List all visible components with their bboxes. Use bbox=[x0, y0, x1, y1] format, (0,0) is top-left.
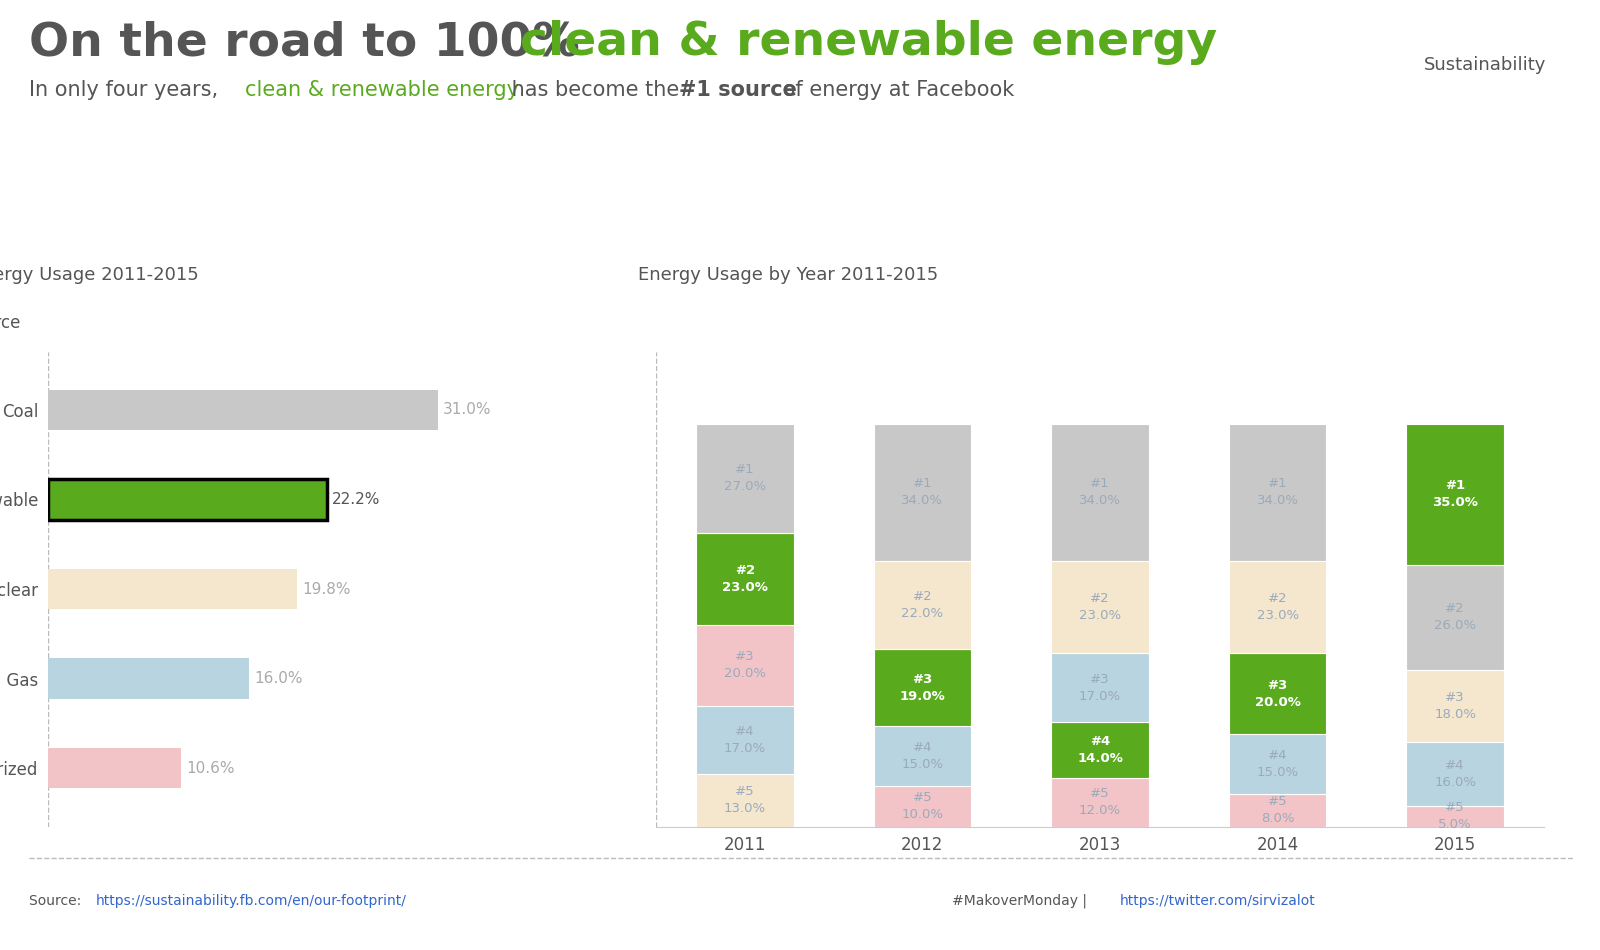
Text: 16.0%: 16.0% bbox=[254, 671, 302, 686]
Bar bbox=[48, 748, 181, 788]
Text: #4
16.0%: #4 16.0% bbox=[1434, 759, 1477, 789]
Text: #1
34.0%: #1 34.0% bbox=[1078, 478, 1122, 507]
Text: #3
20.0%: #3 20.0% bbox=[1254, 678, 1301, 709]
Bar bbox=[1051, 778, 1149, 826]
Text: 22.2%: 22.2% bbox=[333, 492, 381, 507]
Bar bbox=[1229, 794, 1326, 826]
Text: clean & renewable energy: clean & renewable energy bbox=[520, 20, 1218, 66]
Text: #3
17.0%: #3 17.0% bbox=[1078, 673, 1122, 703]
Bar bbox=[1229, 654, 1326, 734]
Text: #2
22.0%: #2 22.0% bbox=[901, 590, 944, 620]
Bar bbox=[1406, 424, 1504, 565]
Text: #3
18.0%: #3 18.0% bbox=[1434, 691, 1477, 721]
Bar bbox=[874, 787, 971, 826]
Text: 19.8%: 19.8% bbox=[302, 581, 350, 597]
Text: #1
27.0%: #1 27.0% bbox=[723, 464, 766, 493]
Text: #5
13.0%: #5 13.0% bbox=[723, 786, 766, 815]
Bar bbox=[1051, 424, 1149, 560]
Bar bbox=[874, 560, 971, 650]
Bar bbox=[874, 650, 971, 726]
Bar bbox=[1406, 565, 1504, 670]
Text: #1
34.0%: #1 34.0% bbox=[1256, 478, 1299, 507]
Bar bbox=[48, 658, 250, 699]
Text: f: f bbox=[1373, 43, 1392, 85]
Bar bbox=[1229, 560, 1326, 654]
Text: #4
17.0%: #4 17.0% bbox=[723, 725, 766, 755]
Bar bbox=[696, 533, 794, 625]
Text: Sustainability: Sustainability bbox=[1424, 56, 1546, 73]
Bar bbox=[1051, 654, 1149, 722]
Text: On the road to 100%: On the road to 100% bbox=[29, 20, 597, 66]
Text: https://twitter.com/sirvizalot: https://twitter.com/sirvizalot bbox=[1120, 894, 1315, 907]
Text: 31.0%: 31.0% bbox=[443, 402, 491, 417]
Text: In only four years,: In only four years, bbox=[29, 80, 224, 101]
Text: #4
14.0%: #4 14.0% bbox=[1077, 735, 1123, 765]
Bar bbox=[1229, 424, 1326, 560]
Bar bbox=[1406, 742, 1504, 807]
Bar bbox=[1406, 807, 1504, 826]
Bar bbox=[696, 774, 794, 826]
Text: #4
15.0%: #4 15.0% bbox=[1256, 750, 1299, 779]
Text: #5
8.0%: #5 8.0% bbox=[1261, 795, 1294, 826]
Text: #2
23.0%: #2 23.0% bbox=[722, 564, 768, 594]
Bar bbox=[874, 424, 971, 560]
Bar bbox=[874, 726, 971, 787]
Text: https://sustainability.fb.com/en/our-footprint/: https://sustainability.fb.com/en/our-foo… bbox=[96, 894, 406, 907]
Bar bbox=[48, 479, 326, 520]
Bar bbox=[48, 479, 326, 520]
Bar bbox=[1051, 560, 1149, 654]
Bar bbox=[696, 625, 794, 706]
Bar bbox=[696, 706, 794, 774]
Text: #MakoverMonday |: #MakoverMonday | bbox=[952, 893, 1091, 908]
Bar bbox=[1406, 670, 1504, 742]
Bar bbox=[1229, 734, 1326, 794]
Text: #5
12.0%: #5 12.0% bbox=[1078, 788, 1122, 817]
Text: #3
20.0%: #3 20.0% bbox=[723, 651, 766, 680]
Text: #2
23.0%: #2 23.0% bbox=[1256, 592, 1299, 622]
Text: 10.6%: 10.6% bbox=[186, 761, 235, 776]
Text: #2
23.0%: #2 23.0% bbox=[1078, 592, 1122, 622]
Text: #3
19.0%: #3 19.0% bbox=[899, 673, 946, 703]
Text: #5
5.0%: #5 5.0% bbox=[1438, 802, 1472, 831]
Text: #1
35.0%: #1 35.0% bbox=[1432, 480, 1478, 509]
Bar bbox=[48, 390, 438, 430]
Text: #4
15.0%: #4 15.0% bbox=[901, 741, 944, 771]
Bar bbox=[1051, 722, 1149, 778]
Text: #1
34.0%: #1 34.0% bbox=[901, 478, 944, 507]
Text: Energy Usage by Year 2011-2015: Energy Usage by Year 2011-2015 bbox=[638, 266, 939, 284]
Bar bbox=[48, 569, 298, 609]
Text: Overall Energy Usage 2011-2015: Overall Energy Usage 2011-2015 bbox=[0, 266, 198, 284]
Text: clean & renewable energy: clean & renewable energy bbox=[245, 80, 520, 101]
Text: has become the: has become the bbox=[506, 80, 686, 101]
Text: Source:: Source: bbox=[29, 894, 85, 907]
Text: of energy at Facebook: of energy at Facebook bbox=[776, 80, 1014, 101]
Text: #2
26.0%: #2 26.0% bbox=[1434, 602, 1477, 632]
Text: #1 source: #1 source bbox=[678, 80, 797, 101]
Text: Energy Source: Energy Source bbox=[0, 314, 21, 332]
Bar bbox=[696, 424, 794, 533]
Text: #5
10.0%: #5 10.0% bbox=[901, 791, 944, 822]
